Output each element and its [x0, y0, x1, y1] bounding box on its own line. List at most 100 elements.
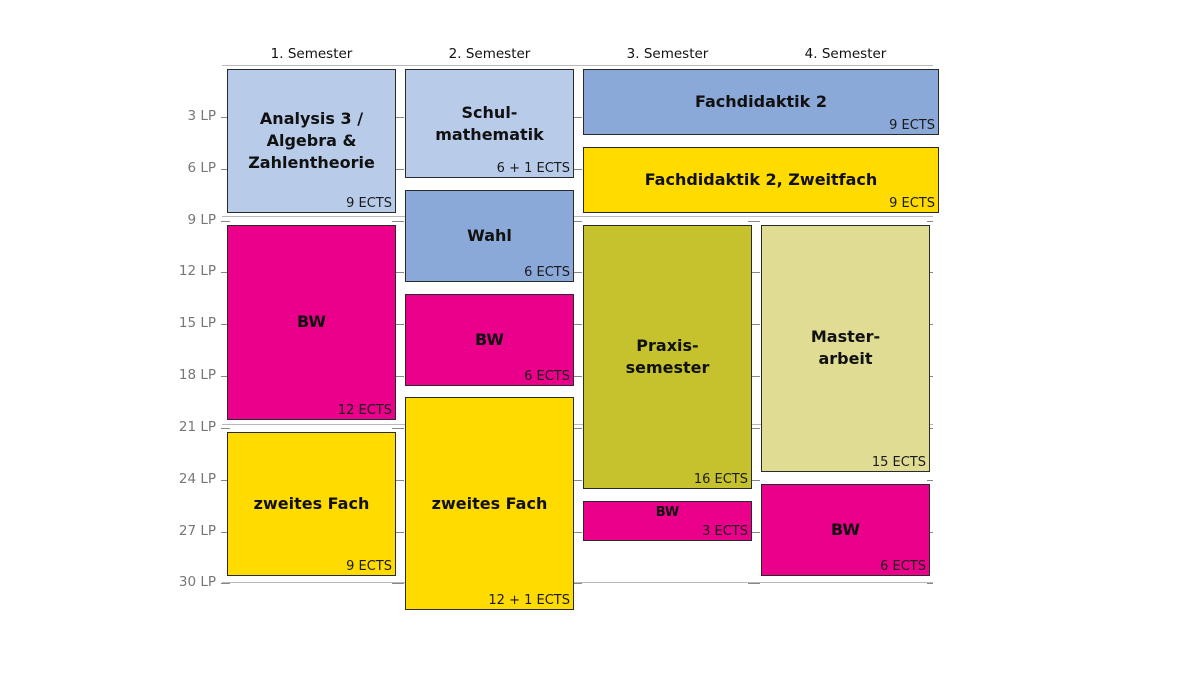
module-master-arbeit: Master- arbeit 15 ECTS [761, 224, 930, 473]
module-ects: 6 + 1 ECTS [496, 161, 570, 177]
module-title: BW [655, 505, 680, 521]
grid-tick-mark [392, 116, 404, 118]
header-rule [222, 65, 933, 66]
y-tick-label: 9 LP [187, 211, 216, 228]
grid-tick-mark [392, 427, 404, 429]
y-tick-mark [221, 272, 230, 274]
y-tick-mark [221, 427, 230, 429]
module-title: Fachdidaktik 2, Zweitfach [644, 169, 878, 189]
grid-tick-mark [570, 427, 582, 429]
grid-tick-mark [927, 583, 933, 585]
grid-tick-mark [570, 376, 582, 378]
module-ects: 6 ECTS [524, 264, 570, 280]
semester-header-1: 1. Semester [270, 46, 353, 62]
module-title: Analysis 3 / Algebra & Zahlentheorie [248, 108, 375, 172]
module-ects: 6 ECTS [880, 558, 926, 574]
grid-tick-mark [748, 583, 760, 585]
semester-header-2: 2. Semester [448, 46, 531, 62]
module-ects: 9 ECTS [889, 195, 935, 211]
module-ects: 9 ECTS [346, 558, 392, 574]
module-title: zweites Fach [431, 493, 548, 513]
module-wahl: Wahl 6 ECTS [405, 189, 574, 282]
grid-tick-mark [927, 376, 933, 378]
module-ects: 15 ECTS [871, 455, 926, 471]
module-schul-mathematik: Schul- mathematik 6 + 1 ECTS [405, 69, 574, 179]
module-title: BW [475, 329, 504, 349]
y-tick-mark [221, 116, 230, 118]
module-bw: BW 12 ECTS [227, 224, 396, 421]
y-tick-mark [221, 479, 230, 481]
y-tick-label: 30 LP [178, 574, 216, 591]
module-zweites-fach: zweites Fach 9 ECTS [227, 431, 396, 576]
y-tick-label: 27 LP [178, 522, 216, 539]
grid-tick-mark [748, 376, 760, 378]
module-ects: 3 ECTS [702, 524, 748, 540]
module-analysis-3-algebra-zahlentheorie: Analysis 3 / Algebra & Zahlentheorie 9 EC… [227, 69, 396, 213]
module-title: BW [297, 312, 326, 332]
y-tick-mark [221, 583, 230, 585]
grid-tick-mark [570, 116, 582, 118]
module-title: Fachdidaktik 2 [695, 92, 827, 112]
grid-tick-mark [392, 272, 404, 274]
module-ects: 16 ECTS [693, 472, 748, 488]
module-ects: 9 ECTS [889, 118, 935, 134]
module-title: Master- arbeit [810, 327, 881, 369]
y-tick-label: 18 LP [178, 367, 216, 384]
module-fachdidaktik-2: Fachdidaktik 2 9 ECTS [583, 69, 939, 136]
grid-tick-mark [927, 427, 933, 429]
grid-tick-mark [570, 220, 582, 222]
grid-tick-mark [748, 220, 760, 222]
grid-tick-mark [392, 376, 404, 378]
grid-tick-mark [392, 583, 404, 585]
y-tick-mark [221, 168, 230, 170]
grid-tick-mark [748, 479, 760, 481]
module-bw: BW 6 ECTS [405, 293, 574, 386]
grid-tick-mark [570, 324, 582, 326]
grid-tick-mark [748, 531, 760, 533]
y-tick-mark [221, 220, 230, 222]
grid-tick-mark [570, 531, 582, 533]
y-tick-mark [221, 324, 230, 326]
semester-header-4: 4. Semester [804, 46, 887, 62]
module-title: Praxis- semester [625, 335, 710, 377]
module-praxis-semester: Praxis- semester 16 ECTS [583, 224, 752, 490]
grid-tick-mark [748, 427, 760, 429]
grid-separator-2 [222, 423, 933, 425]
grid-tick-mark [570, 168, 582, 170]
y-tick-label: 15 LP [178, 315, 216, 332]
y-tick-label: 3 LP [187, 107, 216, 124]
grid-tick-mark [570, 272, 582, 274]
y-tick-mark [221, 531, 230, 533]
y-tick-mark [221, 376, 230, 378]
grid-tick-mark [392, 168, 404, 170]
module-bw: BW 3 ECTS [583, 501, 752, 542]
y-tick-label: 6 LP [187, 159, 216, 176]
grid-separator-1 [222, 216, 933, 218]
y-tick-label: 12 LP [178, 263, 216, 280]
grid-tick-mark [392, 479, 404, 481]
grid-tick-mark [748, 272, 760, 274]
grid-tick-mark [570, 583, 582, 585]
module-ects: 12 ECTS [337, 403, 392, 419]
module-ects: 6 ECTS [524, 368, 570, 384]
y-tick-label: 21 LP [178, 418, 216, 435]
module-ects: 12 + 1 ECTS [488, 593, 570, 609]
module-title: Schul- mathematik [435, 102, 544, 144]
grid-tick-mark [927, 220, 933, 222]
grid-tick-mark [392, 220, 404, 222]
grid-tick-mark [927, 272, 933, 274]
grid-tick-mark [570, 479, 582, 481]
grid-tick-mark [927, 531, 933, 533]
module-bw: BW 6 ECTS [761, 483, 930, 576]
grid-tick-mark [927, 324, 933, 326]
grid-separator-3 [222, 581, 933, 583]
module-title: zweites Fach [253, 493, 370, 513]
grid-tick-mark [392, 324, 404, 326]
module-title: Wahl [467, 225, 512, 245]
module-title: BW [831, 519, 860, 539]
module-fachdidaktik-2-zweitfach: Fachdidaktik 2, Zweitfach 9 ECTS [583, 146, 939, 213]
module-zweites-fach: zweites Fach 12 + 1 ECTS [405, 397, 574, 611]
grid-tick-mark [748, 324, 760, 326]
grid-tick-mark [392, 531, 404, 533]
